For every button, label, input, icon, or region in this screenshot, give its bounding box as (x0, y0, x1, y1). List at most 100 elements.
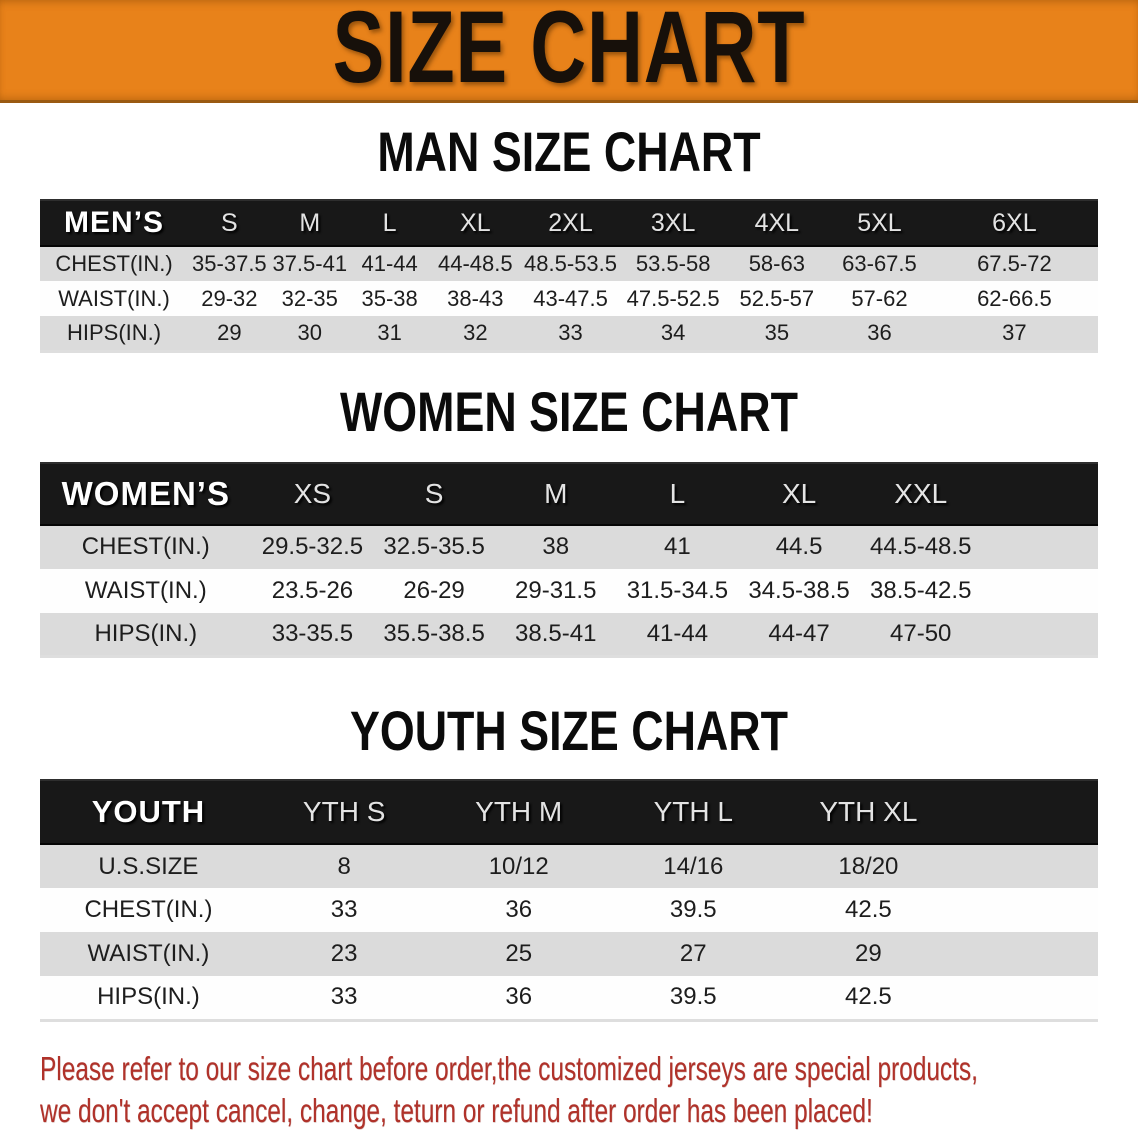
size-cell: 10/12 (488, 852, 549, 880)
column-header: XS (251, 461, 374, 526)
header-row: YOUTH YTH S YTH M YTH L YTH XL (40, 779, 1098, 845)
size-cell: 18/20 (838, 852, 899, 880)
spacer-cell (982, 569, 1098, 613)
size-cell: 32-35 (281, 285, 338, 311)
column-header: XXL (859, 461, 982, 526)
size-cell: 31.5-34.5 (626, 576, 729, 604)
size-cell: 37 (1002, 319, 1027, 345)
size-cell: 14/16 (663, 852, 724, 880)
size-cell: 29-32 (201, 285, 258, 311)
column-header: 3XL (620, 199, 726, 247)
size-cell: 25 (505, 940, 533, 967)
size-cell: 30 (297, 319, 322, 345)
size-cell: 33 (330, 983, 358, 1011)
spacer-cell (956, 779, 1098, 845)
spacer-cell (956, 844, 1098, 888)
size-cell: 35.5-38.5 (383, 619, 485, 647)
size-cell: 44-48.5 (438, 251, 513, 276)
table-row: CHEST(IN.) 35-37.5 37.5-41 41-44 44-48.5 48.5… (40, 246, 1098, 281)
table-row: WAIST(IN.) 23 25 27 29 (40, 932, 1098, 976)
row-label: HIPS(IN.) (66, 319, 162, 345)
table-row: CHEST(IN.) 29.5-32.5 32.5-35.5 38 41 44.5 44.5… (40, 524, 1098, 569)
spacer-cell (982, 525, 1098, 569)
size-cell: 39.5 (669, 896, 717, 923)
column-header: S (188, 199, 271, 247)
row-label: HIPS(IN.) (97, 983, 200, 1011)
size-cell: 35-38 (361, 285, 418, 311)
size-cell: 58-63 (748, 251, 805, 276)
size-cell: 34 (660, 319, 686, 345)
column-header: 2XL (520, 199, 621, 247)
size-cell: 26-29 (403, 576, 465, 604)
size-cell: 43-47.5 (533, 285, 608, 311)
column-header: YTH S (256, 779, 432, 845)
column-header: 5XL (828, 199, 931, 247)
size-cell: 41-44 (646, 619, 709, 647)
size-cell: 34.5-38.5 (748, 576, 850, 604)
size-cell: 62-66.5 (977, 285, 1052, 311)
spacer-cell (981, 461, 1098, 526)
section-heading-women: WOMEN SIZE CHART (340, 379, 798, 443)
size-table-women: WOMEN’S XS S M L XL XXL CHEST(IN.) 29.5-32.5 32.5… (40, 461, 1098, 658)
size-cell: 31 (377, 319, 402, 345)
size-cell: 57-62 (851, 285, 908, 311)
size-cell: 33-35.5 (271, 619, 354, 647)
section-men: MAN SIZE CHART MEN’S S M L XL 2XL 3XL 4XL 5XL 6XL C… (0, 120, 1138, 353)
size-cell: 37.5-41 (272, 251, 348, 276)
size-cell: 36 (505, 983, 533, 1011)
size-cell: 67.5-72 (977, 251, 1052, 276)
spacer-cell (956, 976, 1098, 1020)
column-header: YTH M (431, 779, 606, 845)
section-women: WOMEN SIZE CHART WOMEN’S XS S M L XL XXL CHEST(I… (0, 379, 1138, 658)
row-label: WAIST(IN.) (58, 285, 170, 311)
column-header: YTH L (606, 779, 781, 845)
size-cell: 47-50 (890, 619, 952, 647)
row-label: CHEST(IN.) (81, 533, 210, 560)
row-label: HIPS(IN.) (94, 619, 198, 647)
column-header: M (494, 461, 617, 526)
column-header: XL (738, 461, 860, 526)
table-row: HIPS(IN.) 33-35.5 35.5-38.5 38.5-41 41-44 44-… (40, 612, 1098, 657)
column-header: 6XL (930, 199, 1098, 247)
size-table-youth: YOUTH YTH S YTH M YTH L YTH XL U.S.SIZE 8 10/12… (40, 779, 1098, 1022)
size-cell: 29.5-32.5 (261, 533, 364, 560)
size-cell: 33 (558, 319, 583, 345)
disclaimer: Please refer to our size chart before or… (40, 1048, 1138, 1132)
column-header: M (270, 199, 349, 247)
table-row: WAIST(IN.) 23.5-26 26-29 29-31.5 31.5-34.5 34… (40, 568, 1098, 613)
size-cell: 41-44 (361, 251, 418, 276)
size-cell: 52.5-57 (739, 285, 815, 311)
row-label: WAIST(IN.) (87, 940, 210, 967)
size-cell: 38.5-42.5 (870, 576, 972, 604)
table-row: HIPS(IN.) 29 30 31 32 33 34 35 36 37 (40, 316, 1098, 351)
corner-label: YOUTH (40, 779, 257, 845)
spacer-cell (956, 888, 1098, 932)
row-label: CHEST(IN.) (84, 896, 213, 923)
banner: SIZE CHART (0, 0, 1138, 103)
size-cell: 38-43 (447, 285, 504, 311)
size-cell: 44.5-48.5 (870, 533, 972, 560)
column-header: XL (430, 199, 521, 247)
section-heading-youth: YOUTH SIZE CHART (349, 699, 789, 762)
disclaimer-line-1: Please refer to our size chart before or… (40, 1049, 978, 1087)
section-heading-men: MAN SIZE CHART (377, 120, 761, 183)
size-cell: 63-67.5 (842, 251, 917, 276)
corner-label: MEN’S (40, 199, 189, 247)
size-cell: 8 (337, 852, 351, 880)
size-cell: 29-31.5 (515, 576, 597, 604)
table-row: HIPS(IN.) 33 36 39.5 42.5 (40, 976, 1098, 1020)
size-cell: 53.5-58 (635, 251, 711, 276)
size-cell: 44.5 (775, 533, 823, 560)
table-row: CHEST(IN.) 33 36 39.5 42.5 (40, 888, 1098, 932)
spacer-cell (982, 613, 1098, 657)
corner-label: WOMEN’S (40, 461, 252, 526)
column-header: L (348, 199, 431, 247)
row-label: CHEST(IN.) (55, 251, 173, 276)
column-header: YTH XL (780, 779, 957, 845)
size-cell: 23.5-26 (271, 576, 354, 604)
size-cell: 39.5 (669, 983, 717, 1011)
section-youth: YOUTH SIZE CHART YOUTH YTH S YTH M YTH L YTH … (0, 699, 1138, 1022)
page-title: SIZE CHART (332, 0, 806, 103)
size-cell: 35-37.5 (192, 251, 267, 276)
